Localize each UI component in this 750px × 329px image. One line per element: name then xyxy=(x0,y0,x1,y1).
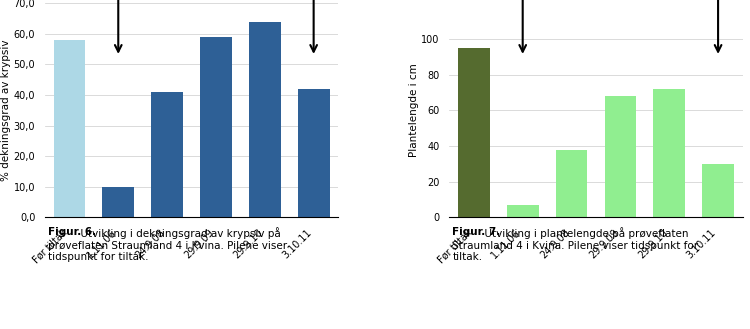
Bar xyxy=(458,48,490,217)
Bar xyxy=(702,164,734,217)
Y-axis label: Plantelengde i cm: Plantelengde i cm xyxy=(409,63,419,157)
Bar xyxy=(507,205,538,217)
Bar xyxy=(249,22,280,217)
Bar xyxy=(53,40,86,217)
Bar xyxy=(653,89,685,217)
Bar xyxy=(103,187,134,217)
Text: Utvikling i dekningsgrad av krypsiv på
prøveflaten Straumland 4 i Kvina. Pilene : Utvikling i dekningsgrad av krypsiv på p… xyxy=(48,227,287,262)
Bar xyxy=(604,96,636,217)
Text: Figur. 6.: Figur. 6. xyxy=(48,227,96,237)
Bar xyxy=(200,37,232,217)
Bar xyxy=(298,89,329,217)
Text: Figur. 7.: Figur. 7. xyxy=(452,227,500,237)
Y-axis label: % dekningsgrad av krypsiv: % dekningsgrad av krypsiv xyxy=(1,39,11,181)
Text: Utvikling i plantelengde på prøveflaten
Straumland 4 i Kvina. Pilene viser tidsp: Utvikling i plantelengde på prøveflaten … xyxy=(452,227,698,262)
Bar xyxy=(556,150,587,217)
Bar xyxy=(152,92,183,217)
